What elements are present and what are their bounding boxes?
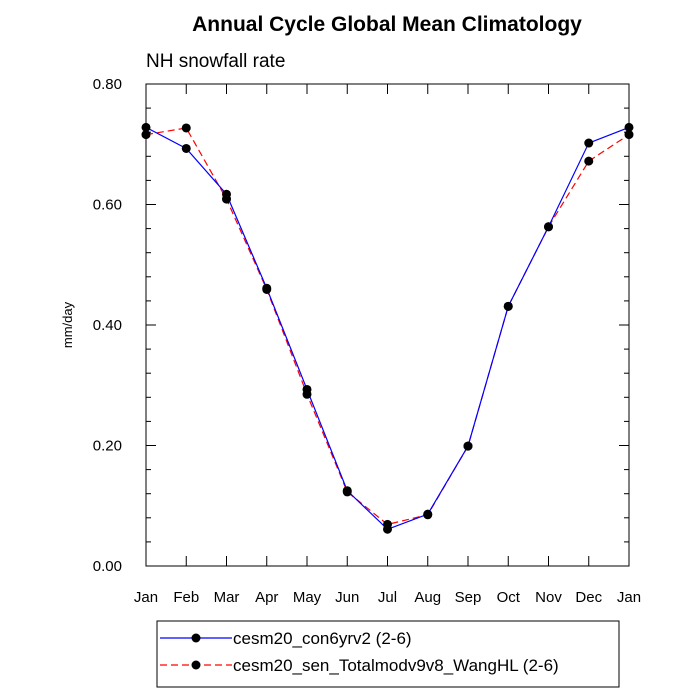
- x-tick-label: Jan: [617, 589, 641, 606]
- data-point: [222, 189, 231, 199]
- x-tick-label: Feb: [173, 589, 199, 606]
- data-point: [383, 524, 392, 534]
- series-line: [145, 126, 630, 530]
- plot-frame: [145, 83, 630, 567]
- data-point: [624, 130, 634, 140]
- data-point: [141, 130, 151, 140]
- legend-label: cesm20_con6yrv2 (2-6): [233, 629, 412, 648]
- y-tick-label: 0.80: [93, 76, 122, 93]
- data-point: [262, 283, 272, 293]
- y-tick-label: 0.00: [93, 558, 122, 575]
- legend-label: cesm20_sen_Totalmodv9v8_WangHL (2-6): [233, 656, 559, 675]
- x-tick-label: Oct: [497, 589, 521, 606]
- legend-box: [156, 620, 620, 688]
- x-tick-label: Jul: [378, 589, 397, 606]
- data-point: [342, 486, 352, 496]
- x-tick-label: May: [293, 589, 322, 606]
- x-tick-label: Sep: [455, 589, 482, 606]
- data-point: [141, 122, 151, 132]
- data-point: [584, 156, 594, 166]
- x-tick-labels: Jan Feb Mar Apr May Jun Jul Aug Sep Oct Nov Dec Jan: [134, 589, 641, 606]
- data-point: [181, 143, 191, 153]
- data-point: [584, 138, 594, 148]
- data-point: [544, 222, 553, 232]
- y-tick-labels: 0.00 0.20 0.40 0.60 0.80: [93, 76, 122, 575]
- x-tick-label: Jun: [335, 589, 359, 606]
- data-point: [302, 384, 312, 394]
- chart-title: Annual Cycle Global Mean Climatology: [192, 13, 582, 36]
- data-point: [463, 441, 473, 451]
- y-tick-label: 0.40: [93, 317, 122, 334]
- data-point: [624, 122, 634, 132]
- data-series: [141, 122, 634, 534]
- y-tick-label: 0.60: [93, 197, 122, 214]
- series-line: [145, 127, 630, 526]
- chart-subtitle: NH snowfall rate: [146, 51, 285, 72]
- data-point: [503, 301, 513, 311]
- data-point: [423, 509, 433, 519]
- legend-marker: [191, 633, 201, 643]
- data-point: [181, 123, 191, 133]
- legend: cesm20_con6yrv2 (2-6) cesm20_sen_Totalmod…: [160, 629, 559, 675]
- x-tick-label: Apr: [255, 589, 278, 606]
- y-tick-label: 0.20: [93, 438, 122, 455]
- x-tick-label: Aug: [414, 589, 441, 606]
- tick-marks: [145, 83, 630, 567]
- x-tick-label: Dec: [575, 589, 602, 606]
- y-axis-label: mm/day: [60, 301, 75, 348]
- x-tick-label: Mar: [214, 589, 240, 606]
- legend-marker: [191, 660, 201, 670]
- x-tick-label: Nov: [535, 589, 562, 606]
- x-tick-label: Jan: [134, 589, 158, 606]
